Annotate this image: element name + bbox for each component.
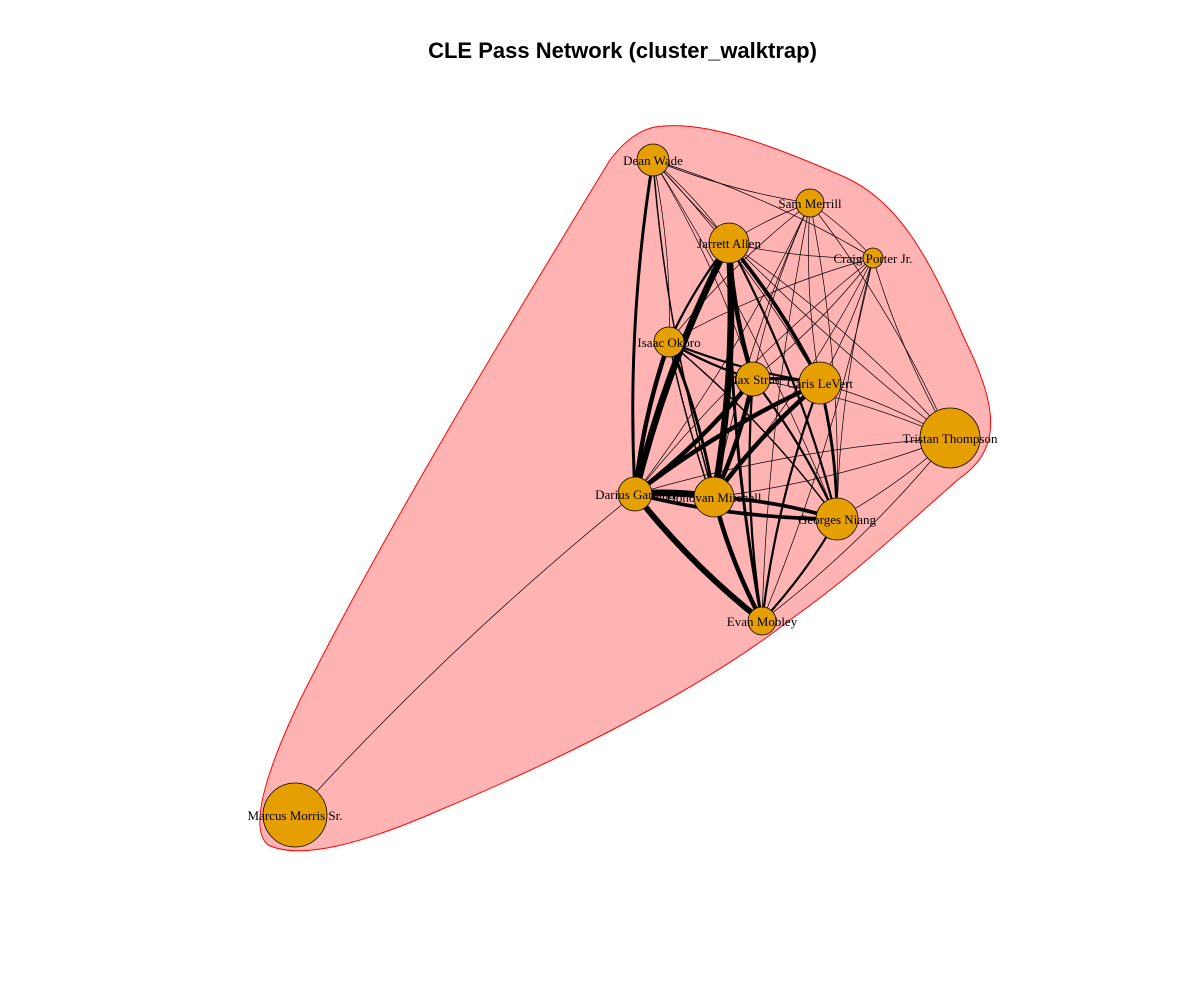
node-label-tristan_thompson: Tristan Thompson: [903, 431, 998, 446]
edge-sam_merrill-isaac_okoro: [668, 202, 811, 343]
edge-sam_merrill-evan_mobley: [761, 202, 811, 622]
edge-darius_garland-max_strus: [632, 376, 756, 497]
node-donovan_mitchell[interactable]: [693, 476, 735, 518]
edge-max_strus-evan_mobley: [748, 377, 764, 623]
node-label-craig_porter_jr: Craig Porter Jr.: [833, 251, 912, 266]
edge-sam_merrill-darius_garland: [634, 202, 811, 495]
node-tristan_thompson[interactable]: [919, 407, 981, 469]
edge-darius_garland-isaac_okoro: [632, 339, 672, 497]
edge-craig_porter_jr-max_strus: [752, 257, 874, 380]
node-dean_wade[interactable]: [636, 143, 670, 177]
node-label-donovan_mitchell: Donovan Mitchell: [667, 490, 762, 505]
node-darius_garland[interactable]: [617, 476, 653, 512]
node-caris_levert[interactable]: [798, 361, 842, 405]
node-jarrett_allen[interactable]: [708, 222, 750, 264]
edge-caris_levert-evan_mobley: [760, 381, 822, 623]
node-label-sam_merrill: Sam Merrill: [778, 196, 842, 211]
node-craig_porter_jr[interactable]: [862, 247, 884, 269]
edge-darius_garland-dean_wade: [631, 158, 655, 496]
chart-title: CLE Pass Network (cluster_walktrap): [428, 38, 817, 63]
node-marcus_morris_sr[interactable]: [262, 782, 328, 848]
node-sam_merrill[interactable]: [795, 188, 825, 218]
edge-dean_wade-tristan_thompson: [652, 159, 951, 439]
edge-caris_levert-sam_merrill: [808, 202, 821, 384]
node-label-evan_mobley: Evan Mobley: [727, 614, 798, 629]
nodes-layer: [262, 143, 981, 848]
node-evan_mobley[interactable]: [747, 606, 777, 636]
edge-dean_wade-sam_merrill: [652, 159, 811, 204]
node-label-georges_niang: Georges Niang: [798, 512, 877, 527]
node-label-jarrett_allen: Jarrett Allen: [697, 236, 761, 251]
node-label-dean_wade: Dean Wade: [623, 153, 683, 168]
edge-tristan_thompson-jarrett_allen: [728, 242, 951, 439]
edge-georges_niang-sam_merrill: [809, 202, 838, 520]
node-label-max_strus: Max Strus: [726, 372, 780, 387]
edge-isaac_okoro-georges_niang: [668, 341, 838, 520]
node-max_strus[interactable]: [735, 361, 771, 397]
edge-dean_wade-georges_niang: [652, 159, 838, 520]
edge-tristan_thompson-evan_mobley: [761, 437, 951, 622]
edge-jarrett_allen-evan_mobley: [727, 241, 764, 623]
edge-darius_garland-marcus_morris_sr: [294, 493, 636, 816]
node-isaac_okoro[interactable]: [653, 326, 685, 358]
edge-georges_niang-craig_porter_jr: [836, 257, 874, 520]
edge-sam_merrill-tristan_thompson: [809, 202, 951, 439]
edge-craig_porter_jr-evan_mobley: [761, 257, 874, 622]
node-label-caris_levert: Caris LeVert: [787, 376, 853, 391]
edge-darius_garland-tristan_thompson: [634, 437, 951, 495]
edge-max_strus-dean_wade: [652, 159, 754, 380]
node-label-darius_garland: Darius Garland: [595, 487, 675, 502]
edge-darius_garland-evan_mobley: [632, 491, 765, 624]
node-georges_niang[interactable]: [815, 497, 859, 541]
edge-darius_garland-georges_niang: [633, 492, 839, 521]
edge-isaac_okoro-dean_wade: [652, 159, 670, 343]
labels-layer: Dean Wade Sam Merrill Jarrett Allen Craig P…: [248, 153, 998, 823]
edge-craig_porter_jr-isaac_okoro: [668, 257, 874, 343]
edge-dean_wade-craig_porter_jr: [652, 159, 874, 259]
edge-sam_merrill-donovan_mitchell: [713, 202, 811, 498]
node-label-marcus_morris_sr: Marcus Morris Sr.: [248, 808, 343, 823]
node-label-isaac_okoro: Isaac Okoro: [637, 335, 700, 350]
